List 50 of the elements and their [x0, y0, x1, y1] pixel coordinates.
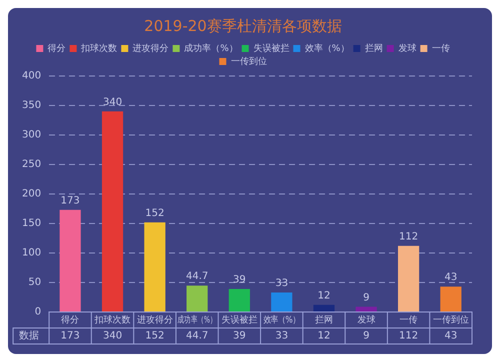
- text: 112: [399, 330, 418, 342]
- data-label: 112: [399, 232, 418, 243]
- y-tick-label: 100: [22, 248, 42, 259]
- x-tick-label: 进攻得分: [136, 314, 173, 326]
- data-label: 43: [444, 272, 458, 284]
- text: 340: [102, 330, 122, 342]
- x-tick-label: 一传: [400, 314, 418, 326]
- text: 152: [145, 330, 164, 342]
- data-label: 12: [318, 290, 330, 302]
- text: 44.7: [186, 330, 208, 342]
- y-tick-label: 0: [34, 306, 42, 318]
- data-label: 173: [60, 196, 80, 207]
- y-tick-label: 50: [28, 277, 42, 288]
- legend-label: 效率（%）: [304, 42, 350, 54]
- legend-label: 成功率（%）: [184, 42, 238, 54]
- x-tick-label: 扣球次数: [94, 314, 131, 326]
- legend-label: 一传到位: [230, 56, 267, 67]
- x-tick-label: 得分: [61, 314, 80, 326]
- legend-label: 扣球次数: [80, 42, 118, 54]
- text: 43: [444, 330, 458, 342]
- data-label: 33: [275, 278, 288, 290]
- text: 数据: [19, 330, 40, 342]
- data-label: 44.7: [186, 271, 208, 282]
- data-label: 9: [363, 292, 370, 304]
- x-tick-label: 一传到位: [432, 314, 469, 326]
- x-tick-label: 拦网: [314, 314, 333, 326]
- legend-label: 发球: [398, 42, 416, 54]
- x-tick-label: 发球: [357, 314, 376, 326]
- y-tick-label: 350: [22, 100, 42, 112]
- y-tick-label: 300: [22, 130, 42, 141]
- legend-label: 得分: [48, 42, 66, 54]
- text: 33: [275, 330, 288, 342]
- text: 12: [318, 330, 330, 342]
- y-tick-label: 250: [22, 159, 42, 170]
- text: 9: [363, 330, 370, 342]
- x-tick-label: 失误被拦: [221, 314, 258, 326]
- legend-label: 一传: [432, 42, 450, 54]
- legend-label: 失误被拦: [253, 42, 290, 54]
- data-label: 152: [145, 208, 164, 219]
- chart-title: 2019-20赛季杜清清各项数据: [144, 16, 342, 35]
- x-tick-label: 效率（%）: [263, 314, 300, 324]
- legend-label: 拦网: [364, 42, 383, 54]
- text: 173: [60, 330, 80, 342]
- x-tick-label: 成功率（%）: [178, 314, 217, 325]
- y-tick-label: 150: [22, 218, 42, 230]
- legend-label: 进攻得分: [132, 42, 169, 54]
- data-label: 340: [102, 96, 122, 108]
- y-tick-label: 400: [22, 70, 42, 82]
- text: 39: [233, 330, 246, 342]
- y-tick-label: 200: [22, 188, 42, 200]
